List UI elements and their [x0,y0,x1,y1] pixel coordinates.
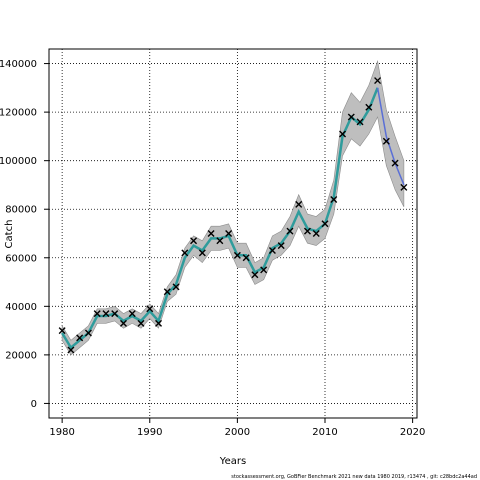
observed-point [163,288,171,296]
observed-point [365,103,373,111]
y-tick-label: 80000 [5,205,37,216]
y-axis-label: Catch [4,220,15,249]
x-tick-label: 1990 [137,427,162,438]
observed-point [172,283,180,291]
confidence-band [61,59,405,356]
plot-frame [48,48,418,419]
y-tick-label: 100000 [0,156,37,167]
observed-point [198,249,206,257]
y-tick-label: 20000 [5,350,37,361]
observed-point [251,271,259,279]
observed-point [67,346,75,354]
x-tick-label: 2020 [400,427,425,438]
x-axis: 1980 1990 2000 2010 2020 [49,418,425,438]
footnote: stockassessment.org, GoBFier Benchmark 2… [231,474,477,480]
observed-point [111,310,119,318]
y-axis: 0 20000 40000 60000 80000 100000 120000 140000 [0,59,49,410]
observed-point [190,237,198,245]
y-tick-label: 40000 [5,302,37,313]
estimate-line-recent [376,87,405,186]
observed-point [58,327,66,335]
observed-point [93,310,101,318]
observed-point [277,242,285,250]
observed-point [207,230,215,237]
observed-point [321,220,329,228]
observed-point [233,251,241,259]
observed-point [181,249,189,257]
observed-markers-layer [58,77,408,354]
observed-point [102,310,110,318]
observed-point [286,227,294,235]
observed-point [400,183,408,191]
x-tick-label: 2000 [225,427,250,438]
x-axis-label: Years [219,456,246,467]
observed-point [303,227,311,235]
observed-point [155,319,163,327]
x-tick-label: 2010 [312,427,337,438]
observed-point [356,118,364,126]
observed-point [146,305,154,313]
observed-point [84,329,92,337]
observed-point [312,230,320,237]
observed-point [137,319,145,327]
y-tick-label: 120000 [0,108,37,119]
observed-point [76,334,84,342]
observed-point [216,237,224,245]
observed-point [268,246,276,254]
y-tick-label: 140000 [0,59,37,70]
observed-point [295,200,303,208]
observed-point [119,319,127,327]
confidence-band-layer [61,59,405,356]
observed-point [374,77,382,85]
observed-point [382,137,390,145]
observed-point [260,266,268,274]
observed-point [330,196,338,204]
observed-point [128,310,136,318]
y-tick-label: 60000 [5,253,37,264]
observed-point [347,113,355,121]
observed-point [339,130,347,138]
observed-point [391,159,399,167]
x-tick-label: 1980 [49,427,74,438]
observed-point [225,230,233,237]
observed-point [242,254,250,262]
y-tick-label: 0 [31,399,37,410]
